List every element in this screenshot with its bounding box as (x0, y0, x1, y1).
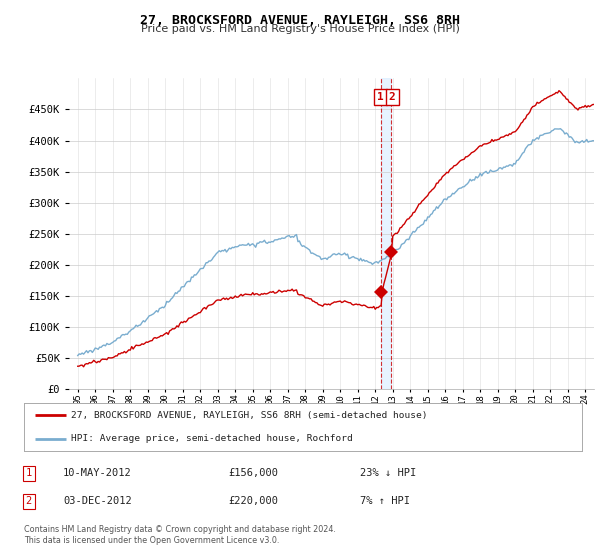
Text: £220,000: £220,000 (228, 496, 278, 506)
Text: 10-MAY-2012: 10-MAY-2012 (63, 468, 132, 478)
Text: 03-DEC-2012: 03-DEC-2012 (63, 496, 132, 506)
Text: 1: 1 (26, 468, 32, 478)
Text: 1: 1 (377, 92, 384, 102)
Text: 2: 2 (26, 496, 32, 506)
Text: £156,000: £156,000 (228, 468, 278, 478)
Text: 27, BROCKSFORD AVENUE, RAYLEIGH, SS6 8RH: 27, BROCKSFORD AVENUE, RAYLEIGH, SS6 8RH (140, 14, 460, 27)
Text: HPI: Average price, semi-detached house, Rochford: HPI: Average price, semi-detached house,… (71, 435, 353, 444)
Text: 7% ↑ HPI: 7% ↑ HPI (360, 496, 410, 506)
Text: Price paid vs. HM Land Registry's House Price Index (HPI): Price paid vs. HM Land Registry's House … (140, 24, 460, 34)
Bar (382, 78, 391, 389)
Text: Contains HM Land Registry data © Crown copyright and database right 2024.
This d: Contains HM Land Registry data © Crown c… (24, 525, 336, 545)
Text: 23% ↓ HPI: 23% ↓ HPI (360, 468, 416, 478)
Text: 27, BROCKSFORD AVENUE, RAYLEIGH, SS6 8RH (semi-detached house): 27, BROCKSFORD AVENUE, RAYLEIGH, SS6 8RH… (71, 410, 428, 419)
Text: 2: 2 (389, 92, 395, 102)
